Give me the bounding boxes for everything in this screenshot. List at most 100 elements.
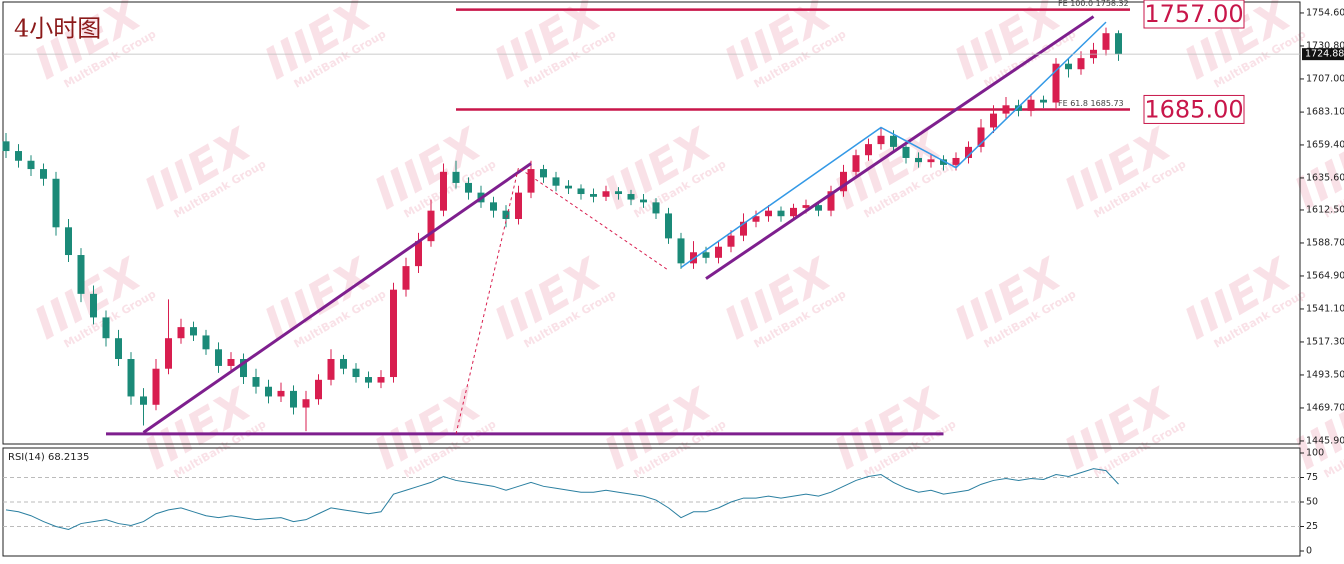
trend-line <box>705 15 1095 280</box>
candle-body <box>952 157 960 165</box>
candle-body <box>152 368 160 405</box>
candle-body <box>15 151 22 161</box>
level-label: 1757.00 <box>1144 0 1243 28</box>
y-tick-label: 1683.10 <box>1306 107 1344 118</box>
candle-body <box>1115 33 1122 54</box>
rsi-tick-label: 75 <box>1306 472 1318 483</box>
candle-body <box>165 338 172 369</box>
y-tick-label: 1445.90 <box>1306 435 1344 446</box>
candle-body <box>502 210 510 219</box>
candle-body <box>840 171 847 192</box>
candle-body <box>765 210 772 217</box>
chart-title: 4小时图 <box>14 15 101 43</box>
candle-body <box>177 327 185 339</box>
candle-body <box>190 327 197 336</box>
rsi-line <box>5 468 1119 530</box>
rsi-tick-label: 50 <box>1306 497 1318 508</box>
trend-line <box>455 166 669 434</box>
candle-body <box>202 335 210 350</box>
level-box <box>1143 0 1245 29</box>
rsi-tick-label: 100 <box>1306 447 1324 458</box>
candle-body <box>777 210 785 217</box>
fib-note: FE 100.0 1758.32 <box>1058 0 1129 8</box>
rsi-tick-label: 25 <box>1306 521 1318 532</box>
candle-body <box>90 293 97 318</box>
candle-body <box>715 246 722 258</box>
candle-body <box>577 188 585 195</box>
candle-body <box>427 210 435 242</box>
candle-body <box>790 207 797 217</box>
candle-body <box>27 160 35 170</box>
candle-body <box>1002 105 1010 114</box>
rsi-tick-label: 0 <box>1306 546 1312 557</box>
y-tick-label: 1730.80 <box>1306 40 1344 51</box>
y-tick-label: 1659.40 <box>1306 139 1344 150</box>
candle-body <box>740 221 747 236</box>
y-tick-label: 1517.30 <box>1306 336 1344 347</box>
fib-note: FE 61.8 1685.73 <box>1058 99 1124 108</box>
candle-body <box>327 359 335 380</box>
candle-body <box>902 146 910 158</box>
y-tick-label: 1635.60 <box>1306 172 1344 183</box>
candle-body <box>940 159 947 165</box>
y-tick-label: 1564.90 <box>1306 270 1344 281</box>
candle-body <box>315 379 322 400</box>
candle-body <box>877 135 885 145</box>
y-tick-label: 1754.60 <box>1306 7 1344 18</box>
candle-body <box>627 194 635 200</box>
price-pane <box>2 1 1301 445</box>
candle-body <box>77 255 85 294</box>
candle-body <box>302 399 310 408</box>
candle-body <box>390 289 397 378</box>
candle-body <box>640 199 647 203</box>
candle-body <box>352 368 360 378</box>
candle-body <box>852 155 860 172</box>
candle-body <box>990 113 997 128</box>
candle-body <box>452 171 460 183</box>
candle-body <box>590 194 597 197</box>
y-tick-label: 1707.00 <box>1306 73 1344 84</box>
candle-body <box>340 359 347 369</box>
candle-body <box>1065 63 1072 70</box>
candle-body <box>677 238 685 264</box>
y-tick-label: 1612.50 <box>1306 204 1344 215</box>
candle-body <box>2 141 10 152</box>
candle-body <box>702 252 710 258</box>
candle-body <box>965 146 972 158</box>
candle-body <box>215 349 222 366</box>
candle-body <box>540 169 547 178</box>
trend-line <box>680 21 1107 269</box>
candle-body <box>365 377 372 383</box>
candle-body <box>65 227 72 256</box>
candle-body <box>665 213 672 239</box>
candle-body <box>415 241 422 267</box>
candle-body <box>115 338 122 360</box>
candle-body <box>252 377 260 387</box>
trend-line <box>142 162 532 434</box>
y-tick-label: 1493.50 <box>1306 369 1344 380</box>
candle-body <box>465 182 472 193</box>
candle-body <box>490 202 497 211</box>
candle-body <box>615 191 622 195</box>
candle-body <box>865 144 872 156</box>
candle-body <box>440 171 447 211</box>
y-tick-label: 1588.70 <box>1306 237 1344 248</box>
candle-body <box>127 359 135 397</box>
candle-body <box>1040 99 1047 103</box>
candle-body <box>1102 33 1110 50</box>
candle-body <box>690 252 697 264</box>
candle-body <box>602 191 610 197</box>
candle-body <box>802 205 810 208</box>
candle-body <box>515 192 522 219</box>
candle-body <box>727 235 735 247</box>
candle-body <box>227 359 235 366</box>
candle-body <box>140 396 147 405</box>
y-tick-label: 1469.70 <box>1306 402 1344 413</box>
candle-body <box>565 185 572 189</box>
candle-body <box>40 169 47 179</box>
candle-body <box>890 135 897 147</box>
candle-body <box>277 390 285 397</box>
candle-body <box>290 390 297 408</box>
